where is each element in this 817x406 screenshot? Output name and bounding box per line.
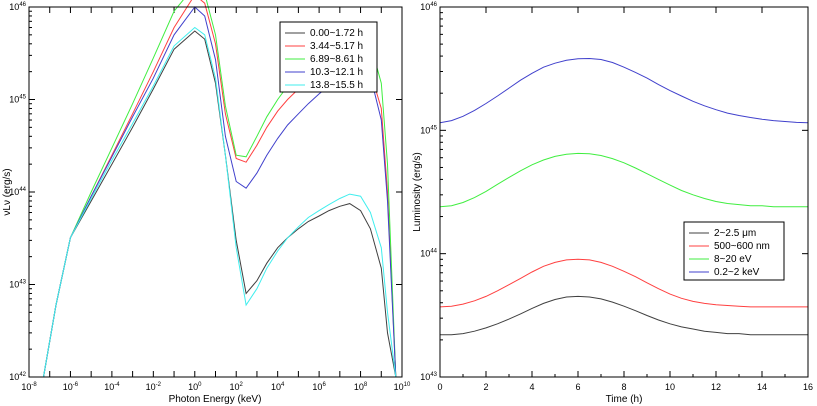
spectrum-x-axis-label: Photon Energy (keV) — [169, 394, 262, 405]
light-curve-legend: 2~2.5 μm 500~600 nm 8~20 eV 0.2~2 keV — [683, 221, 785, 281]
light-curve-x-tick-label: 14 — [757, 382, 767, 392]
spectrum-series-line-4 — [43, 26, 397, 378]
light-curve-y-tick-label: 1045 — [420, 125, 437, 135]
spectrum-y-tick-label: 1044 — [9, 187, 26, 197]
spectrum-legend-box — [279, 21, 378, 93]
spectrum-x-tick-label: 10-2 — [146, 382, 162, 392]
spectrum-y-tick-label: 1043 — [9, 280, 26, 290]
spectrum-x-tick-label: 104 — [271, 382, 285, 392]
light-curve-x-tick-label: 16 — [803, 382, 813, 392]
light-curve-plot-frame — [439, 6, 809, 378]
spectrum-x-tick-label: 10-8 — [21, 382, 37, 392]
light-curve-series-line-1 — [439, 258, 808, 308]
spectrum-plot-frame — [28, 6, 403, 378]
light-curve-series-line-3 — [439, 57, 809, 124]
spectrum-x-tick-label: 1010 — [394, 382, 411, 392]
light-curve-y-tick-label: 1043 — [420, 372, 437, 382]
light-curve-legend-label: 500~600 nm — [714, 241, 770, 252]
spectrum-x-tick-label: 102 — [230, 382, 244, 392]
light-curve-chart: 0 2 4 6 8 10 12 14 16 1043 1044 1045 1046 Time (h) L… — [412, 2, 813, 405]
spectrum-chart: 10-8 10-6 10-4 10-2 100 102 104 106 108 1010 1042 1… — [2, 0, 411, 405]
spectrum-x-tick-label: 10-6 — [63, 382, 79, 392]
light-curve-legend-label: 2~2.5 μm — [714, 228, 756, 239]
light-curve-axis-ticks: 0 2 4 6 8 10 12 14 16 1043 1044 1045 1046 — [420, 2, 813, 392]
spectrum-series-line-0 — [43, 30, 397, 378]
light-curve-legend-label: 0.2~2 keV — [714, 267, 760, 278]
light-curve-y-tick-label: 1046 — [420, 2, 437, 12]
light-curve-x-tick-label: 2 — [483, 382, 488, 392]
spectrum-axis-ticks: 10-8 10-6 10-4 10-2 100 102 104 106 108 1010 1042 1… — [9, 2, 411, 392]
spectrum-x-tick-label: 10-4 — [104, 382, 120, 392]
spectrum-x-tick-label: 100 — [188, 382, 202, 392]
light-curve-x-tick-label: 4 — [529, 382, 534, 392]
light-curve-x-tick-label: 8 — [621, 382, 626, 392]
light-curve-x-tick-label: 12 — [711, 382, 721, 392]
spectrum-legend: 0.00~1.72 h 3.44~5.17 h 6.89~8.61 h 10.3~12… — [279, 21, 378, 93]
light-curve-series-line-0 — [440, 295, 808, 336]
spectrum-x-tick-label: 106 — [312, 382, 326, 392]
spectrum-y-tick-label: 1045 — [9, 95, 26, 105]
light-curve-x-tick-label: 10 — [665, 382, 675, 392]
spectrum-y-axis-label: νLν (erg/s) — [2, 168, 13, 215]
spectrum-legend-label: 13.8~15.5 h — [310, 80, 363, 91]
light-curve-x-axis-label: Time (h) — [606, 394, 643, 405]
spectrum-legend-label: 10.3~12.1 h — [310, 67, 363, 78]
light-curve-x-tick-label: 6 — [575, 382, 580, 392]
spectrum-legend-label: 6.89~8.61 h — [310, 54, 363, 65]
spectrum-y-tick-label: 1046 — [9, 2, 26, 12]
light-curve-legend-box — [683, 221, 785, 281]
spectrum-legend-label: 0.00~1.72 h — [310, 28, 363, 39]
spectrum-y-tick-label: 1042 — [9, 372, 26, 382]
spectrum-legend-label: 3.44~5.17 h — [310, 41, 363, 52]
light-curve-y-tick-label: 1044 — [420, 249, 437, 259]
light-curve-y-axis-label: Luminosity (erg/s) — [412, 152, 423, 231]
light-curve-series-group — [439, 57, 809, 336]
spectrum-x-tick-label: 108 — [354, 382, 368, 392]
light-curve-series-line-2 — [439, 152, 808, 208]
light-curve-legend-label: 8~20 eV — [714, 254, 752, 265]
light-curve-x-tick-label: 0 — [437, 382, 442, 392]
